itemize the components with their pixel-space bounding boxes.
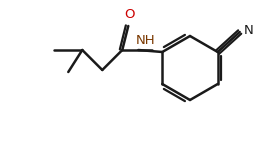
Text: N: N — [244, 24, 254, 36]
Text: O: O — [124, 8, 134, 21]
Text: NH: NH — [136, 34, 155, 47]
